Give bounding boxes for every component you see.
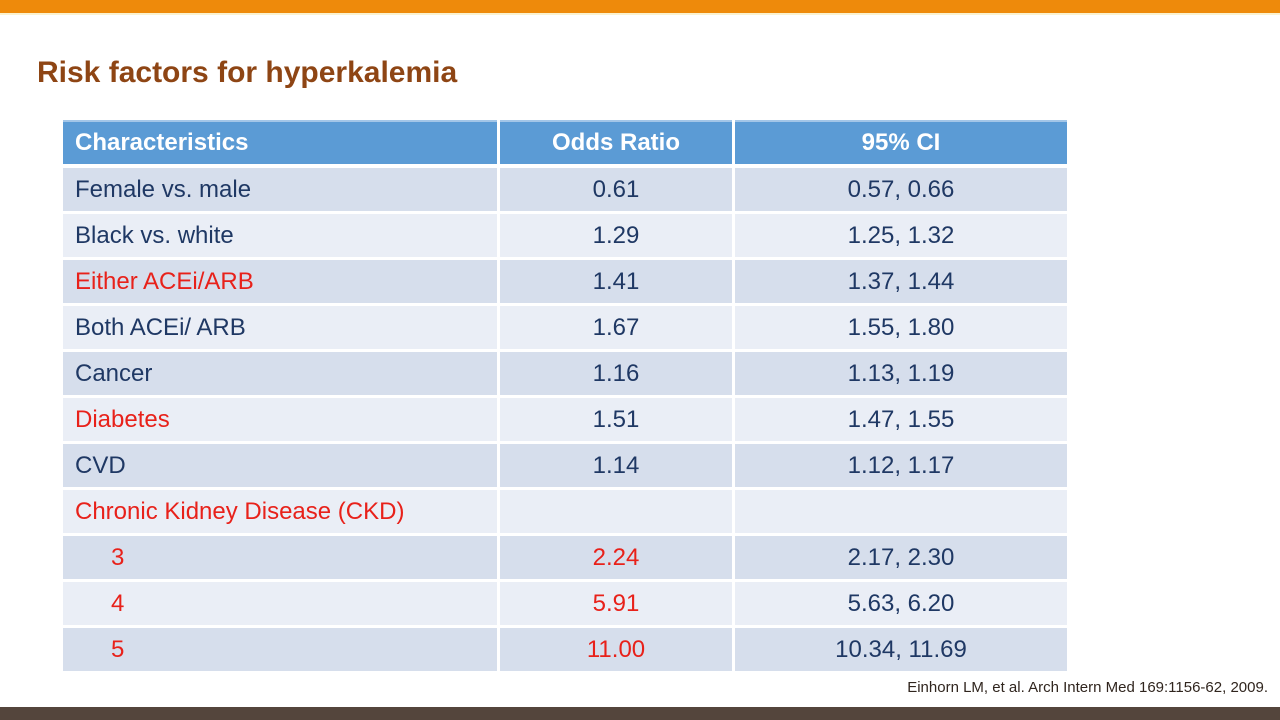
cell-odds-ratio: 1.16 [500, 352, 732, 395]
cell-characteristic: Chronic Kidney Disease (CKD) [63, 490, 497, 533]
table-row: Diabetes 1.51 1.47, 1.55 [63, 398, 1067, 441]
cell-95-ci: 10.34, 11.69 [735, 628, 1067, 671]
table-body: Female vs. male 0.61 0.57, 0.66 Black vs… [63, 168, 1067, 671]
cell-characteristic: Either ACEi/ARB [63, 260, 497, 303]
page-title: Risk factors for hyperkalemia [37, 56, 458, 89]
cell-95-ci: 0.57, 0.66 [735, 168, 1067, 211]
top-accent-bar [0, 0, 1280, 15]
cell-characteristic: Diabetes [63, 398, 497, 441]
risk-factors-table: Characteristics Odds Ratio 95% CI Female… [63, 120, 1067, 671]
cell-characteristic: 5 [63, 628, 497, 671]
column-header-characteristics: Characteristics [63, 120, 497, 164]
cell-characteristic: Female vs. male [63, 168, 497, 211]
cell-odds-ratio: 11.00 [500, 628, 732, 671]
cell-odds-ratio: 1.41 [500, 260, 732, 303]
table-row: 5 11.00 10.34, 11.69 [63, 628, 1067, 671]
cell-odds-ratio: 1.51 [500, 398, 732, 441]
cell-95-ci: 5.63, 6.20 [735, 582, 1067, 625]
cell-95-ci: 1.37, 1.44 [735, 260, 1067, 303]
cell-95-ci: 1.25, 1.32 [735, 214, 1067, 257]
table-row: CVD 1.14 1.12, 1.17 [63, 444, 1067, 487]
column-header-95-ci: 95% CI [735, 120, 1067, 164]
cell-odds-ratio [500, 490, 732, 533]
cell-odds-ratio: 1.14 [500, 444, 732, 487]
cell-95-ci: 2.17, 2.30 [735, 536, 1067, 579]
cell-characteristic: 3 [63, 536, 497, 579]
table-row: Either ACEi/ARB 1.41 1.37, 1.44 [63, 260, 1067, 303]
cell-95-ci: 1.55, 1.80 [735, 306, 1067, 349]
cell-odds-ratio: 1.29 [500, 214, 732, 257]
table-row: Both ACEi/ ARB 1.67 1.55, 1.80 [63, 306, 1067, 349]
bottom-accent-bar [0, 707, 1280, 720]
citation: Einhorn LM, et al. Arch Intern Med 169:1… [907, 679, 1268, 696]
table-header-row: Characteristics Odds Ratio 95% CI [63, 120, 1067, 164]
cell-characteristic: Both ACEi/ ARB [63, 306, 497, 349]
table-row: Cancer 1.16 1.13, 1.19 [63, 352, 1067, 395]
table-row: 3 2.24 2.17, 2.30 [63, 536, 1067, 579]
cell-95-ci: 1.47, 1.55 [735, 398, 1067, 441]
cell-95-ci: 1.12, 1.17 [735, 444, 1067, 487]
cell-odds-ratio: 5.91 [500, 582, 732, 625]
table-row: Black vs. white 1.29 1.25, 1.32 [63, 214, 1067, 257]
column-header-odds-ratio: Odds Ratio [500, 120, 732, 164]
cell-95-ci: 1.13, 1.19 [735, 352, 1067, 395]
table-row: Female vs. male 0.61 0.57, 0.66 [63, 168, 1067, 211]
cell-characteristic: 4 [63, 582, 497, 625]
cell-95-ci [735, 490, 1067, 533]
cell-characteristic: Cancer [63, 352, 497, 395]
cell-characteristic: CVD [63, 444, 497, 487]
cell-odds-ratio: 0.61 [500, 168, 732, 211]
cell-odds-ratio: 2.24 [500, 536, 732, 579]
table-row: Chronic Kidney Disease (CKD) [63, 490, 1067, 533]
cell-characteristic: Black vs. white [63, 214, 497, 257]
table-row: 4 5.91 5.63, 6.20 [63, 582, 1067, 625]
cell-odds-ratio: 1.67 [500, 306, 732, 349]
